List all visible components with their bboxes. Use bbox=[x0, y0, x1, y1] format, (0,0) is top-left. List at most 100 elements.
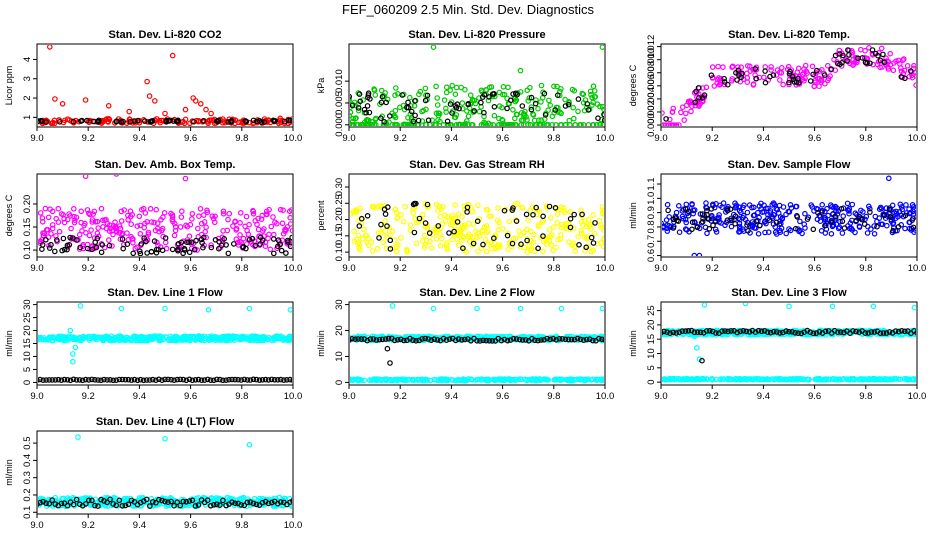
data-point bbox=[385, 335, 392, 342]
data-point bbox=[137, 231, 144, 237]
data-point bbox=[289, 227, 292, 234]
data-point bbox=[827, 73, 833, 79]
data-point bbox=[384, 345, 391, 352]
data-point bbox=[543, 241, 550, 248]
data-point bbox=[839, 54, 846, 61]
data-point bbox=[846, 225, 853, 232]
data-point bbox=[116, 223, 123, 229]
data-point bbox=[220, 377, 226, 384]
data-point bbox=[752, 66, 759, 72]
data-point bbox=[372, 376, 379, 382]
data-point bbox=[475, 202, 481, 209]
data-point bbox=[71, 206, 77, 212]
data-point bbox=[505, 376, 511, 383]
data-point bbox=[134, 377, 141, 384]
data-point bbox=[76, 231, 83, 238]
data-point bbox=[64, 376, 71, 383]
data-point bbox=[519, 204, 525, 211]
data-point bbox=[416, 91, 422, 98]
data-point bbox=[793, 79, 800, 86]
data-point bbox=[527, 84, 533, 91]
data-point bbox=[549, 113, 556, 120]
y-axis-label: ml/min bbox=[316, 330, 326, 357]
data-point bbox=[824, 62, 831, 69]
data-point bbox=[139, 206, 145, 213]
data-point bbox=[124, 230, 130, 236]
data-point bbox=[424, 201, 431, 208]
data-point bbox=[564, 376, 571, 383]
data-point bbox=[540, 248, 546, 255]
x-tick-label: 9.6 bbox=[184, 520, 197, 531]
data-point bbox=[792, 329, 798, 336]
data-point bbox=[364, 213, 371, 219]
data-point bbox=[738, 64, 745, 71]
data-point bbox=[226, 376, 232, 383]
data-point bbox=[795, 65, 802, 72]
data-point bbox=[728, 78, 735, 84]
data-point bbox=[483, 223, 490, 229]
data-point bbox=[738, 376, 745, 383]
data-point bbox=[472, 100, 479, 107]
data-point bbox=[599, 336, 604, 343]
data-point bbox=[535, 245, 541, 252]
data-point bbox=[567, 216, 574, 222]
data-point bbox=[412, 98, 418, 104]
data-point bbox=[192, 498, 199, 504]
data-point bbox=[597, 122, 604, 126]
data-point bbox=[144, 78, 150, 85]
data-point bbox=[274, 243, 281, 250]
data-point bbox=[382, 336, 389, 342]
data-point bbox=[250, 376, 257, 383]
data-point bbox=[155, 333, 161, 340]
data-point bbox=[408, 108, 415, 115]
data-point bbox=[88, 227, 94, 233]
data-point bbox=[366, 122, 373, 126]
data-point bbox=[415, 117, 422, 124]
y-tick-label: 10 bbox=[646, 348, 657, 359]
data-point bbox=[272, 219, 278, 226]
y-tick-label: 0.20 bbox=[22, 195, 33, 214]
data-point bbox=[92, 496, 99, 503]
data-point bbox=[76, 377, 83, 383]
data-point bbox=[886, 376, 892, 383]
data-point bbox=[724, 207, 731, 214]
data-point bbox=[277, 115, 284, 122]
data-point bbox=[662, 376, 665, 383]
data-point bbox=[556, 335, 563, 342]
data-point bbox=[540, 233, 546, 239]
data-point bbox=[38, 210, 44, 216]
data-point bbox=[718, 376, 724, 382]
y-axis-label: ml/min bbox=[628, 330, 638, 357]
data-point bbox=[554, 92, 561, 99]
data-point bbox=[498, 376, 505, 382]
data-point bbox=[914, 330, 916, 336]
data-point bbox=[548, 242, 555, 249]
data-point bbox=[144, 336, 151, 343]
data-point bbox=[772, 229, 779, 236]
data-point bbox=[443, 84, 450, 91]
data-point bbox=[533, 97, 539, 103]
data-point bbox=[460, 245, 466, 252]
data-point bbox=[410, 118, 417, 125]
data-point bbox=[422, 376, 429, 383]
data-point bbox=[430, 45, 437, 50]
data-point bbox=[498, 337, 505, 344]
data-point bbox=[381, 119, 388, 125]
data-point bbox=[833, 208, 839, 215]
data-point bbox=[474, 305, 480, 312]
data-point bbox=[767, 329, 774, 336]
x-tick-label: 10.0 bbox=[284, 520, 303, 531]
data-point bbox=[106, 237, 112, 243]
data-point bbox=[421, 232, 428, 239]
data-point bbox=[887, 214, 894, 220]
data-point bbox=[156, 496, 162, 503]
data-point bbox=[665, 122, 672, 126]
data-point bbox=[124, 241, 131, 248]
data-point bbox=[571, 336, 578, 343]
data-point bbox=[138, 241, 145, 247]
data-point bbox=[443, 89, 450, 96]
data-point bbox=[52, 96, 58, 102]
data-point bbox=[910, 224, 916, 231]
data-point bbox=[49, 377, 56, 383]
x-tick-label: 9.2 bbox=[706, 391, 719, 402]
